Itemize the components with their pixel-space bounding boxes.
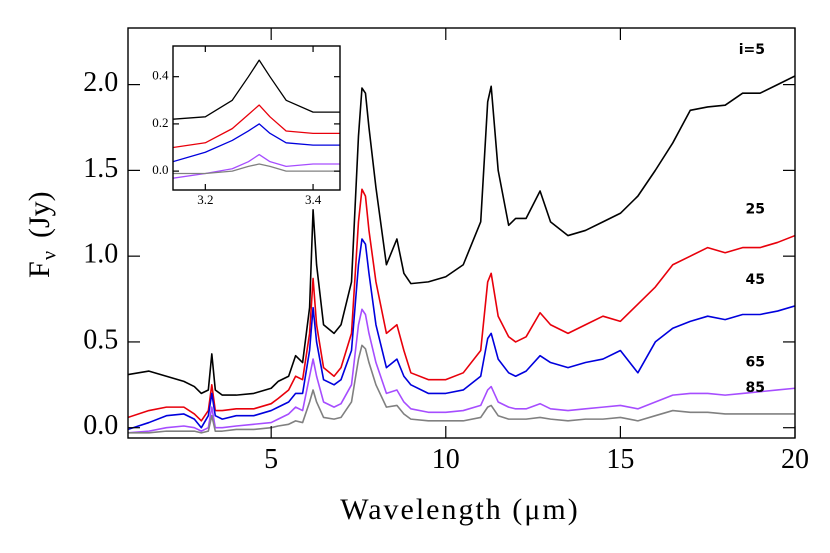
series-line: [173, 163, 340, 175]
x-tick-label: 5: [264, 444, 278, 475]
lines: i=5 25 45 65 85: [128, 42, 795, 434]
y-tick-label: 0.0: [83, 410, 118, 441]
x-tick-label: 15: [606, 444, 634, 475]
y-label-sub: ν: [39, 251, 61, 260]
plot-frame: [172, 45, 341, 191]
series-label: 65: [746, 354, 765, 370]
inset-background: [173, 46, 340, 190]
lines: [173, 59, 340, 179]
x-tick-label: 20: [781, 444, 809, 475]
series-label: 25: [746, 202, 765, 218]
series-line: [128, 75, 795, 396]
y-tick-label: 2.0: [83, 67, 118, 98]
panel: 3.2 3.4 0.0 0.2 0.4: [152, 45, 341, 207]
y-label-unit: (Jy): [23, 191, 56, 238]
x-axis-label: Wavelength (μm): [340, 493, 579, 526]
y-label-main: F: [23, 261, 56, 278]
y-tick-label: 1.5: [83, 153, 118, 184]
series-line: [128, 238, 795, 431]
y-tick-label: 0.0: [152, 162, 168, 177]
series-line: [173, 104, 340, 149]
series-label: i=5: [739, 42, 765, 58]
y-tick-label: 0.5: [83, 324, 118, 355]
series-line: [173, 59, 340, 120]
series-line: [173, 123, 340, 163]
panel: i=5 25 45 65 85 5 10 15 20 0.0 0.5 1.0 1.5 2.0: [83, 27, 809, 475]
x-tick-label: 10: [432, 444, 460, 475]
y-axis-label: F ν (Jy): [23, 191, 61, 278]
series-line: [128, 308, 795, 434]
x-tick-label: 3.4: [305, 192, 322, 207]
x-tick-label: 3.2: [197, 192, 213, 207]
series-label: 45: [746, 272, 765, 288]
y-tick-label: 0.2: [152, 115, 168, 130]
y-tick-label: 1.0: [83, 239, 118, 270]
series-label: 85: [746, 380, 765, 396]
y-tick-label: 0.4: [152, 68, 169, 83]
series-line: [128, 188, 795, 422]
series-line: [128, 344, 795, 434]
plot-frame: [127, 27, 796, 439]
series-line: [173, 153, 340, 179]
